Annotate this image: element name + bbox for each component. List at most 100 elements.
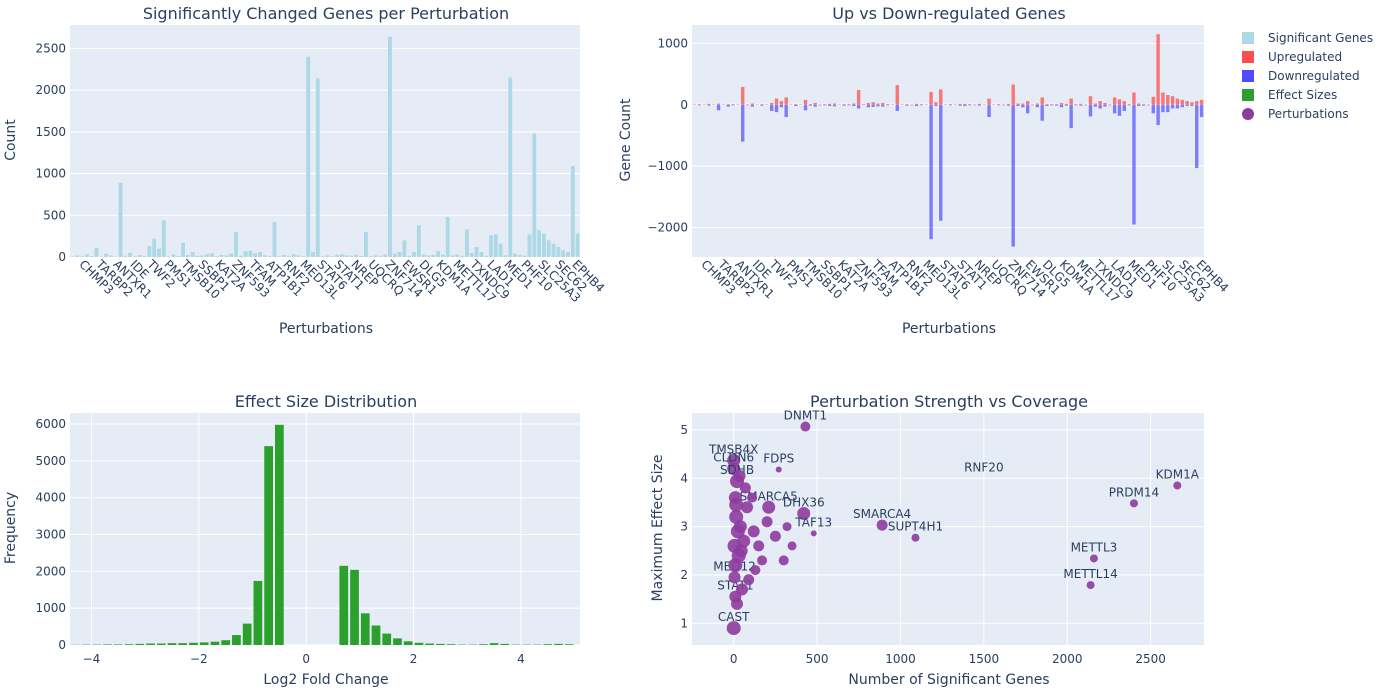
bar-upregulated (987, 98, 991, 105)
bar-upregulated (760, 104, 764, 105)
bar-significant (277, 256, 282, 257)
bar-upregulated (977, 103, 982, 105)
legend-item[interactable]: Downregulated (1242, 69, 1360, 83)
xlabel-strength-coverage: Number of Significant Genes (848, 672, 1049, 688)
bar-significant (503, 255, 508, 257)
point-label: CLDN6 (713, 451, 754, 465)
bar-downregulated (813, 104, 817, 107)
bar-downregulated (914, 104, 919, 107)
panel-up-vs-down: −2000−100001000CHMP3TARBP2ANTXR1IDETWF2P… (647, 25, 1231, 306)
bar-downregulated (1054, 104, 1059, 106)
ytick-label: 1500 (35, 125, 66, 139)
histogram-bar (199, 642, 209, 645)
bar-downregulated (1045, 104, 1049, 107)
bar-significant (349, 255, 354, 257)
ytick-label: 0 (680, 98, 688, 112)
bar-upregulated (958, 103, 962, 105)
title-significant-genes: Significantly Changed Genes per Perturba… (143, 4, 509, 23)
histogram-bar (210, 641, 220, 645)
bar-downregulated (1127, 104, 1131, 106)
bar-upregulated (803, 99, 808, 105)
bar-upregulated (871, 102, 875, 105)
bar-downregulated (1011, 104, 1015, 247)
bar-upregulated (881, 102, 885, 105)
bar-significant (561, 250, 566, 257)
bar-downregulated (1141, 104, 1146, 106)
bar-significant (537, 230, 542, 257)
bar-upregulated (1103, 102, 1107, 105)
histogram-bar (167, 643, 177, 645)
bar-downregulated (731, 104, 735, 106)
histogram-bar (178, 643, 188, 645)
bar-downregulated (972, 104, 977, 106)
bar-downregulated (1035, 104, 1040, 108)
bar-significant (498, 243, 503, 257)
bar-upregulated (731, 104, 735, 105)
bar-upregulated (1064, 103, 1069, 105)
bar-upregulated (1180, 99, 1184, 105)
bar-downregulated (929, 104, 933, 240)
plot-area (692, 25, 1204, 257)
bar-upregulated (895, 85, 899, 105)
bar-significant (344, 255, 349, 257)
histogram-bar (382, 633, 392, 645)
bar-significant (272, 221, 277, 257)
bar-significant (75, 255, 80, 257)
bar-downregulated (818, 104, 822, 106)
bar-significant (383, 254, 388, 257)
legend-label: Downregulated (1268, 69, 1360, 83)
ytick-label: 3000 (35, 528, 66, 542)
histogram-bar (371, 625, 381, 645)
bar-upregulated (1011, 84, 1015, 105)
bar-significant (89, 255, 94, 257)
xtick-label: 1500 (969, 652, 1000, 666)
point-label: SDHB (720, 463, 754, 477)
bar-significant (267, 256, 272, 257)
ytick-label: 1000 (35, 167, 66, 181)
legend-item[interactable]: Upregulated (1242, 50, 1342, 64)
legend-marker-icon (1242, 51, 1254, 63)
scatter-point (1129, 499, 1138, 508)
bar-downregulated (750, 104, 755, 107)
bar-upregulated (939, 89, 943, 105)
legend-item[interactable]: Effect Sizes (1242, 88, 1337, 102)
bar-upregulated (1175, 98, 1180, 105)
xtick-label: 1000 (885, 652, 916, 666)
bar-significant (508, 77, 513, 258)
bar-significant (171, 254, 176, 257)
point-label: SUPT4H1 (888, 520, 943, 534)
bar-downregulated (958, 104, 962, 106)
scatter-point (1086, 581, 1095, 590)
bar-significant (402, 240, 407, 257)
ytick-label: 1 (680, 616, 688, 630)
legend-item[interactable]: Significant Genes (1242, 31, 1373, 45)
bar-downregulated (808, 104, 813, 106)
bar-upregulated (876, 103, 880, 105)
bar-downregulated (1059, 104, 1064, 108)
bar-significant (258, 251, 262, 257)
bar-upregulated (1137, 103, 1141, 105)
bar-downregulated (1069, 104, 1073, 129)
legend-item[interactable]: Perturbations (1242, 107, 1349, 121)
bar-significant (421, 254, 426, 257)
scatter-point (733, 520, 747, 534)
scatter-point (747, 525, 760, 538)
bar-upregulated (794, 104, 798, 105)
scatter-point (728, 571, 741, 584)
bar-downregulated (1006, 104, 1011, 106)
legend[interactable]: Significant Genes Upregulated Downregulate… (1242, 31, 1373, 121)
scatter-point (775, 466, 782, 473)
ytick-label: 2000 (35, 83, 66, 97)
scatter-point (911, 533, 920, 542)
bar-downregulated (784, 104, 788, 118)
bar-downregulated (1137, 104, 1141, 107)
bar-significant (465, 229, 469, 257)
bar-downregulated (939, 104, 943, 221)
legend-marker-icon (1242, 70, 1254, 82)
bar-upregulated (1132, 92, 1136, 105)
bar-significant (522, 255, 527, 257)
bar-downregulated (832, 104, 837, 107)
scatter-point (757, 555, 768, 566)
bar-significant (397, 251, 402, 257)
bar-upregulated (1045, 104, 1049, 105)
